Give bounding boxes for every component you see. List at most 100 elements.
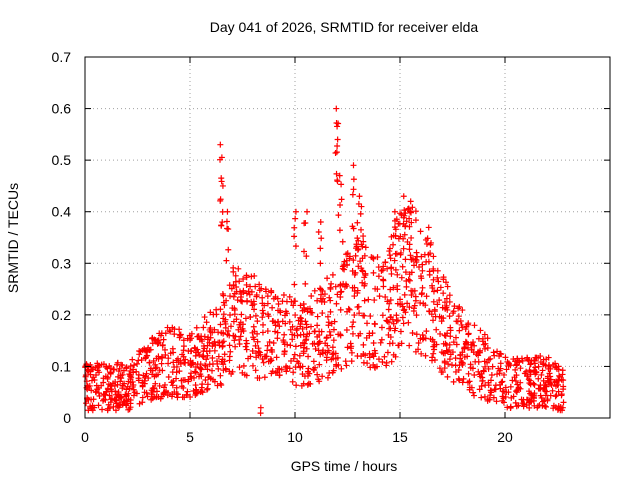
data-point — [203, 319, 210, 326]
data-point — [447, 333, 454, 340]
data-point — [431, 346, 438, 353]
data-point — [235, 326, 242, 333]
data-point — [411, 305, 418, 312]
data-point — [303, 345, 310, 352]
data-point — [412, 348, 419, 355]
data-point — [280, 291, 287, 298]
data-point — [517, 385, 524, 392]
data-point — [224, 208, 231, 215]
data-point — [263, 288, 270, 295]
data-point — [521, 401, 528, 408]
data-point — [260, 321, 267, 328]
data-point — [123, 386, 130, 393]
data-point — [457, 355, 464, 362]
data-point — [106, 405, 113, 412]
data-point — [360, 350, 367, 357]
data-point — [386, 248, 393, 255]
data-point — [455, 375, 462, 382]
data-point — [223, 257, 230, 264]
data-point — [387, 296, 394, 303]
data-point — [367, 313, 374, 320]
data-point — [418, 275, 425, 282]
data-point — [366, 350, 373, 357]
data-point — [491, 386, 498, 393]
data-point — [439, 304, 446, 311]
data-point — [257, 404, 264, 411]
data-point — [346, 253, 353, 260]
data-point — [249, 329, 256, 336]
data-point — [104, 375, 111, 382]
data-point — [192, 382, 199, 389]
data-point — [371, 347, 378, 354]
data-point — [194, 333, 201, 340]
data-point — [127, 375, 134, 382]
data-point — [303, 253, 310, 260]
data-point — [217, 380, 224, 387]
data-point — [218, 382, 225, 389]
data-point — [333, 300, 340, 307]
data-point — [459, 379, 466, 386]
data-point — [447, 351, 454, 358]
data-point — [314, 297, 321, 304]
data-point — [268, 346, 275, 353]
data-point — [311, 287, 318, 294]
data-point — [221, 351, 228, 358]
data-point — [117, 378, 124, 385]
data-point — [83, 400, 90, 407]
data-point — [358, 226, 365, 233]
data-point — [327, 308, 334, 315]
data-point — [316, 332, 323, 339]
data-point — [330, 337, 337, 344]
data-point — [297, 302, 304, 309]
data-point — [514, 381, 521, 388]
data-point — [513, 388, 520, 395]
data-point — [350, 319, 357, 326]
data-point — [180, 343, 187, 350]
data-point — [336, 172, 343, 179]
data-point — [471, 371, 478, 378]
data-point — [359, 243, 366, 250]
data-point — [332, 283, 339, 290]
data-point — [206, 339, 213, 346]
data-point — [138, 356, 145, 363]
data-point — [418, 291, 425, 298]
data-point — [437, 330, 444, 337]
data-point — [356, 193, 363, 200]
data-point — [123, 365, 130, 372]
data-point — [377, 339, 384, 346]
data-point — [350, 257, 357, 264]
data-point — [220, 315, 227, 322]
data-point — [438, 318, 445, 325]
data-point — [326, 328, 333, 335]
data-point — [259, 300, 266, 307]
data-point — [130, 369, 137, 376]
data-point — [334, 143, 341, 150]
data-point — [232, 333, 239, 340]
data-point — [542, 403, 549, 410]
data-point — [147, 365, 154, 372]
data-point — [248, 288, 255, 295]
data-point — [315, 347, 322, 354]
data-point — [167, 350, 174, 357]
data-point — [270, 340, 277, 347]
data-point — [531, 381, 538, 388]
data-point — [251, 306, 258, 313]
data-point — [226, 342, 233, 349]
data-point — [550, 405, 557, 412]
data-point — [537, 353, 544, 360]
data-point — [333, 105, 340, 112]
data-point — [253, 291, 260, 298]
data-point — [299, 325, 306, 332]
data-point — [536, 402, 543, 409]
data-point — [387, 314, 394, 321]
data-point — [292, 312, 299, 319]
data-point — [402, 269, 409, 276]
data-point — [409, 204, 416, 211]
data-point — [306, 370, 313, 377]
data-point — [559, 367, 566, 374]
data-point — [142, 355, 149, 362]
data-point — [144, 393, 151, 400]
data-point — [269, 304, 276, 311]
data-point — [505, 361, 512, 368]
data-point — [169, 382, 176, 389]
